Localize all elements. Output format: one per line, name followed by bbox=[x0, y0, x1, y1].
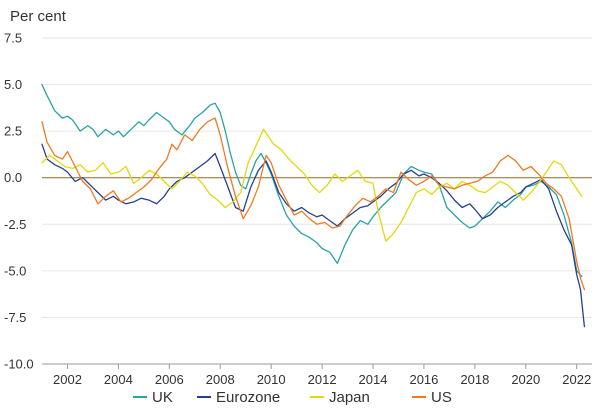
legend: UK Eurozone Japan US bbox=[133, 389, 452, 406]
x-axis: 2002 2004 2006 2008 2010 2012 2014 2016 2018 2020… bbox=[42, 363, 592, 387]
y-tick-label: -10.0 bbox=[4, 357, 34, 372]
y-tick-label: 7.5 bbox=[4, 31, 22, 46]
x-tick-label: 2018 bbox=[460, 372, 489, 387]
series-lines bbox=[41, 83, 586, 328]
x-tick-label: 2022 bbox=[562, 372, 591, 387]
series-line-uk bbox=[41, 83, 583, 278]
legend-label-eurozone: Eurozone bbox=[216, 389, 280, 406]
x-tick-label: 2004 bbox=[104, 372, 133, 387]
x-tick-label: 2008 bbox=[206, 372, 235, 387]
y-tick-label: -5.0 bbox=[4, 263, 26, 278]
y-tick-label: 2.5 bbox=[4, 124, 22, 139]
y-unit-label: Per cent bbox=[10, 8, 67, 25]
y-tick-label: 0.0 bbox=[4, 170, 22, 185]
x-tick-label: 2012 bbox=[308, 372, 337, 387]
y-tick-label: -2.5 bbox=[4, 217, 26, 232]
legend-label-us: US bbox=[431, 389, 452, 406]
x-tick-label: 2014 bbox=[359, 372, 388, 387]
x-tick-label: 2016 bbox=[409, 372, 438, 387]
series-line-eurozone bbox=[41, 143, 586, 328]
y-tick-label: 5.0 bbox=[4, 77, 22, 92]
y-axis-tick-labels: 7.5 5.0 2.5 0.0 -2.5 -5.0 -7.5 -10.0 bbox=[4, 31, 34, 372]
legend-label-uk: UK bbox=[152, 389, 173, 406]
y-tick-label: -7.5 bbox=[4, 310, 26, 325]
x-tick-label: 2010 bbox=[257, 372, 286, 387]
x-tick-label: 2002 bbox=[53, 372, 82, 387]
x-tick-label: 2020 bbox=[511, 372, 540, 387]
legend-label-japan: Japan bbox=[329, 389, 370, 406]
series-line-japan bbox=[41, 128, 583, 242]
gridlines bbox=[42, 37, 592, 365]
series-line-us bbox=[41, 117, 586, 291]
x-tick-label: 2006 bbox=[155, 372, 184, 387]
